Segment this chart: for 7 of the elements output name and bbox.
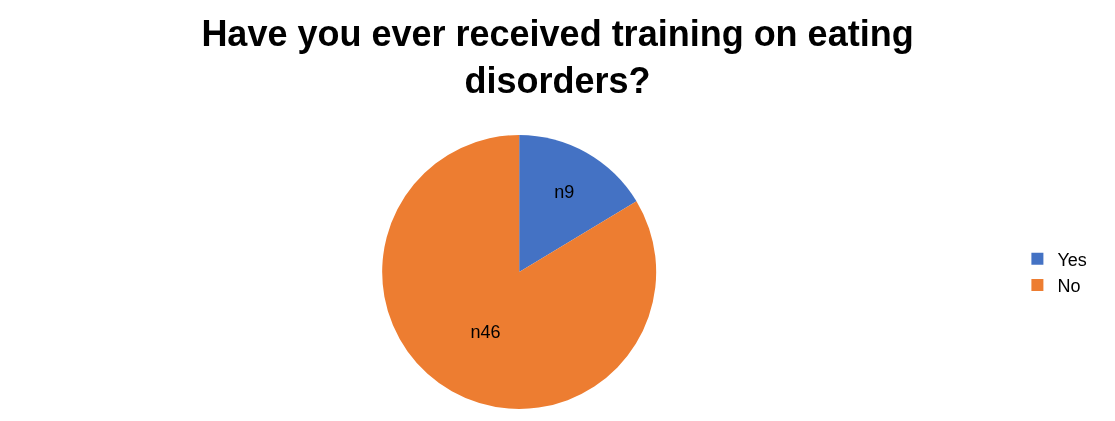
pie-slice — [382, 135, 657, 409]
legend-label: No — [1057, 276, 1081, 297]
pie-slice — [519, 135, 637, 272]
data-label: n46 — [470, 321, 501, 342]
chart-title: Have you ever received training on eating disorders? — [201, 13, 914, 102]
legend-label: Yes — [1057, 249, 1087, 270]
data-label: n9 — [554, 182, 575, 203]
